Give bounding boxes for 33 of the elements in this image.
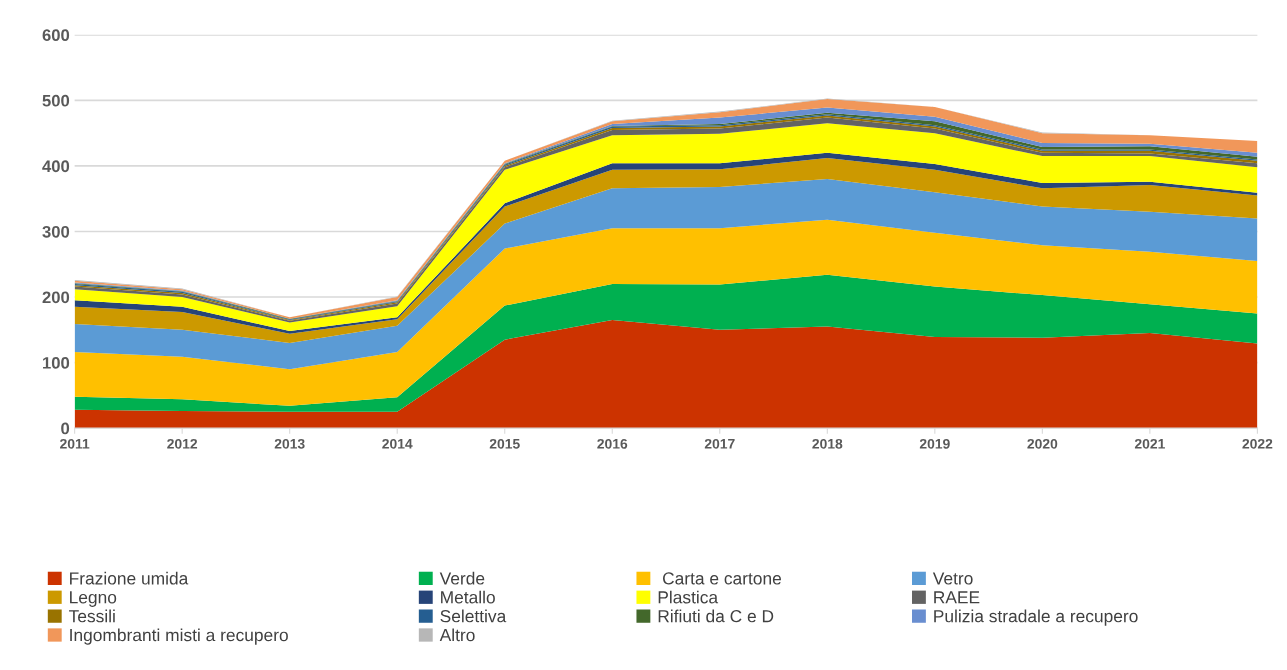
x-tick-label: 2021 [1134, 438, 1165, 449]
legend-label: Ingombranti misti a recupero [70, 628, 288, 645]
x-tick-label: 2022 [1242, 438, 1273, 449]
legend-label: Plastica [658, 590, 719, 604]
legend-label: Pulizia stradale a recupero [934, 609, 1138, 626]
y-tick-label: 300 [42, 225, 70, 238]
legend-label: Vetro [932, 572, 973, 585]
y-tick-label: 100 [43, 356, 70, 369]
legend-label: RAEE [934, 591, 980, 604]
x-tick-label: 2011 [60, 438, 90, 449]
y-tick-label: 500 [42, 94, 70, 107]
x-tick-label: 2018 [812, 438, 843, 449]
y-tick-label: 400 [42, 160, 70, 173]
x-tick-label: 2016 [597, 438, 628, 449]
legend-label: Altro [439, 628, 475, 642]
x-tick-label: 2015 [489, 438, 520, 449]
legend-label: Rifiuti da C e D [658, 609, 774, 623]
x-tick-label: 2019 [919, 438, 950, 449]
legend-label: Selettiva [440, 609, 507, 623]
legend-label: Tessili [69, 609, 115, 623]
x-tick-label: 2012 [167, 438, 198, 449]
legend-label: Metallo [441, 590, 495, 604]
legend-label: Verde [439, 571, 485, 585]
y-tick-label: 200 [42, 291, 70, 304]
x-tick-label: 2014 [382, 438, 413, 449]
y-tick-label: 600 [42, 29, 70, 42]
y-tick-label: 0 [61, 422, 70, 435]
x-tick-label: 2020 [1027, 438, 1058, 449]
x-tick-label: 2013 [274, 438, 305, 449]
legend-label: Carta e cartone [663, 572, 782, 585]
legend-label: Legno [70, 591, 117, 607]
x-tick-label: 2017 [704, 438, 735, 449]
legend-label: Frazione umida [70, 571, 189, 585]
